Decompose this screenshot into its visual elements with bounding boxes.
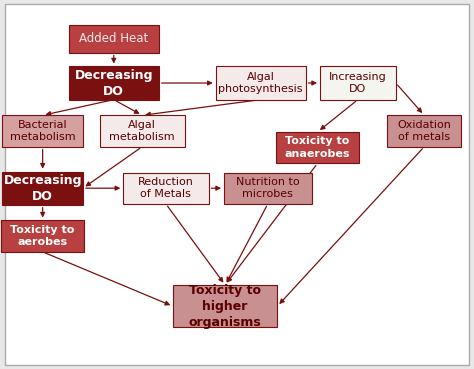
Text: Added Heat: Added Heat	[79, 32, 148, 45]
FancyBboxPatch shape	[2, 115, 83, 146]
FancyBboxPatch shape	[320, 66, 396, 100]
Text: Nutrition to
microbes: Nutrition to microbes	[236, 177, 300, 199]
FancyBboxPatch shape	[69, 66, 159, 100]
FancyBboxPatch shape	[224, 173, 311, 204]
Text: Bacterial
metabolism: Bacterial metabolism	[10, 120, 75, 142]
Text: Decreasing
DO: Decreasing DO	[3, 174, 82, 203]
Text: Algal
photosynthesis: Algal photosynthesis	[219, 72, 303, 94]
FancyBboxPatch shape	[173, 285, 277, 328]
FancyBboxPatch shape	[1, 220, 84, 252]
FancyBboxPatch shape	[387, 115, 461, 146]
FancyBboxPatch shape	[5, 4, 469, 365]
FancyBboxPatch shape	[69, 25, 159, 52]
FancyBboxPatch shape	[276, 132, 359, 163]
FancyBboxPatch shape	[2, 172, 83, 205]
FancyBboxPatch shape	[100, 115, 185, 146]
Text: Toxicity to
anaerobes: Toxicity to anaerobes	[285, 137, 350, 159]
Text: Toxicity to
higher
organisms: Toxicity to higher organisms	[189, 284, 262, 329]
Text: Toxicity to
aerobes: Toxicity to aerobes	[10, 225, 75, 247]
FancyBboxPatch shape	[123, 173, 209, 204]
Text: Reduction
of Metals: Reduction of Metals	[138, 177, 194, 199]
Text: Decreasing
DO: Decreasing DO	[74, 69, 153, 97]
Text: Increasing
DO: Increasing DO	[329, 72, 387, 94]
FancyBboxPatch shape	[216, 66, 306, 100]
Text: Oxidation
of metals: Oxidation of metals	[397, 120, 451, 142]
Text: Algal
metabolism: Algal metabolism	[109, 120, 175, 142]
